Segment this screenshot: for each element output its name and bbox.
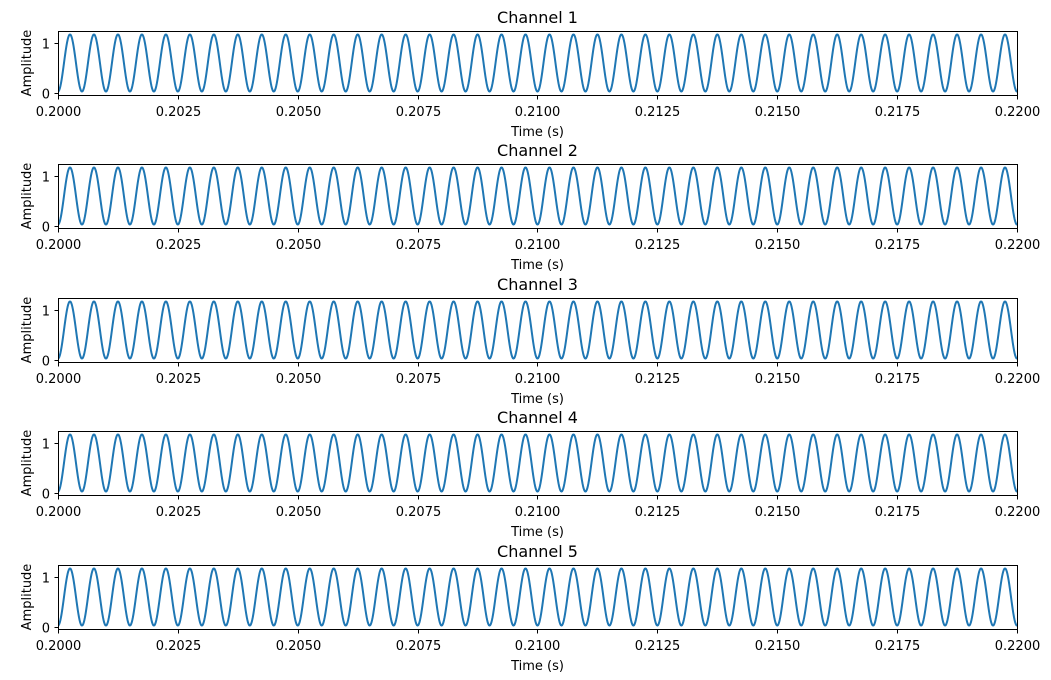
subplot-channel-2: Channel 2 0.2000 0.2025 0.2050 0.2075 0.2100 0… <box>20 141 1040 273</box>
y-tick-label: 0 <box>42 355 50 370</box>
x-tick-label: 0.2075 <box>396 639 442 654</box>
x-tick-label: 0.2075 <box>396 372 442 387</box>
x-tick-label: 0.2025 <box>156 505 202 520</box>
x-tick-label: 0.2000 <box>36 505 82 520</box>
x-tick-label: 0.2050 <box>276 238 322 253</box>
x-tick-label: 0.2200 <box>995 238 1041 253</box>
x-tick-label: 0.2025 <box>156 105 202 120</box>
x-tick-label: 0.2100 <box>515 639 561 654</box>
y-tick-label: 1 <box>42 572 50 587</box>
x-tick-label: 0.2175 <box>875 105 921 120</box>
x-axis-label: Time (s) <box>510 659 564 674</box>
subplot-channel-3: Channel 3 0.2000 0.2025 0.2050 0.2075 0.2100 0… <box>20 275 1040 407</box>
series-line-1 <box>58 166 1017 226</box>
x-tick-label: 0.2100 <box>515 238 561 253</box>
subplot-channel-5: Channel 5 0.2000 0.2025 0.2050 0.2075 0.2100 0… <box>20 542 1040 674</box>
series-line-1 <box>58 433 1017 493</box>
y-axis-label: Amplitude <box>20 297 35 364</box>
x-axis-label: Time (s) <box>510 392 564 407</box>
x-tick-label: 0.2150 <box>755 238 801 253</box>
series-line-1 <box>58 567 1017 627</box>
x-tick-label: 0.2050 <box>276 639 322 654</box>
chart-title: Channel 3 <box>497 275 578 294</box>
x-tick-label: 0.2125 <box>635 639 681 654</box>
x-tick-label: 0.2200 <box>995 372 1041 387</box>
x-tick-label: 0.2050 <box>276 505 322 520</box>
y-tick-label: 1 <box>42 38 50 53</box>
x-tick-label: 0.2100 <box>515 372 561 387</box>
subplot-channel-4: Channel 4 0.2000 0.2025 0.2050 0.2075 0.2100 0… <box>20 408 1040 540</box>
x-tick-label: 0.2125 <box>635 238 681 253</box>
x-tick-label: 0.2150 <box>755 505 801 520</box>
x-tick-label: 0.2125 <box>635 372 681 387</box>
x-tick-label: 0.2200 <box>995 505 1041 520</box>
y-tick-label: 1 <box>42 305 50 320</box>
x-tick-label: 0.2150 <box>755 372 801 387</box>
x-tick-label: 0.2075 <box>396 505 442 520</box>
x-tick-label: 0.2175 <box>875 505 921 520</box>
x-tick-label: 0.2000 <box>36 639 82 654</box>
x-tick-label: 0.2000 <box>36 238 82 253</box>
x-tick-label: 0.2150 <box>755 105 801 120</box>
x-tick-label: 0.2000 <box>36 105 82 120</box>
y-axis-label: Amplitude <box>20 430 35 497</box>
chart-title: Channel 1 <box>497 8 578 27</box>
chart-title: Channel 5 <box>497 542 578 561</box>
x-tick-label: 0.2125 <box>635 105 681 120</box>
y-tick-label: 0 <box>42 221 50 236</box>
y-axis-label: Amplitude <box>20 30 35 97</box>
x-tick-label: 0.2125 <box>635 505 681 520</box>
series-line-1 <box>58 300 1017 360</box>
x-tick-label: 0.2100 <box>515 105 561 120</box>
x-tick-label: 0.2075 <box>396 105 442 120</box>
series-line-1 <box>58 33 1017 93</box>
x-axis-label: Time (s) <box>510 125 564 140</box>
y-tick-label: 0 <box>42 88 50 103</box>
x-tick-label: 0.2150 <box>755 639 801 654</box>
y-axis-label: Amplitude <box>20 564 35 631</box>
subplot-channel-1: Channel 1 0.2000 0.2025 0.2050 0.2075 0.2100 0… <box>20 8 1040 140</box>
y-tick-label: 0 <box>42 622 50 637</box>
x-tick-label: 0.2050 <box>276 105 322 120</box>
x-tick-label: 0.2025 <box>156 372 202 387</box>
y-tick-label: 1 <box>42 438 50 453</box>
x-tick-label: 0.2200 <box>995 105 1041 120</box>
y-tick-label: 0 <box>42 488 50 503</box>
x-tick-label: 0.2175 <box>875 238 921 253</box>
x-tick-label: 0.2175 <box>875 372 921 387</box>
x-tick-label: 0.2050 <box>276 372 322 387</box>
chart-title: Channel 2 <box>497 141 578 160</box>
x-tick-label: 0.2000 <box>36 372 82 387</box>
x-tick-label: 0.2025 <box>156 238 202 253</box>
x-axis-label: Time (s) <box>510 258 564 273</box>
x-tick-label: 0.2100 <box>515 505 561 520</box>
x-tick-label: 0.2175 <box>875 639 921 654</box>
y-tick-label: 1 <box>42 171 50 186</box>
x-tick-label: 0.2200 <box>995 639 1041 654</box>
x-tick-label: 0.2025 <box>156 639 202 654</box>
x-tick-label: 0.2075 <box>396 238 442 253</box>
y-axis-label: Amplitude <box>20 163 35 230</box>
x-axis-label: Time (s) <box>510 525 564 540</box>
chart-title: Channel 4 <box>497 408 578 427</box>
